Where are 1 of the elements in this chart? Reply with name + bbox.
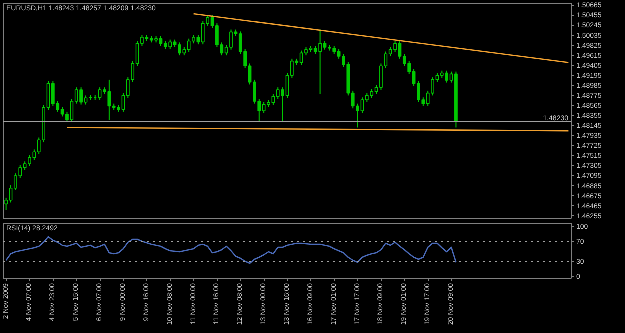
line-series: [6, 236, 457, 264]
